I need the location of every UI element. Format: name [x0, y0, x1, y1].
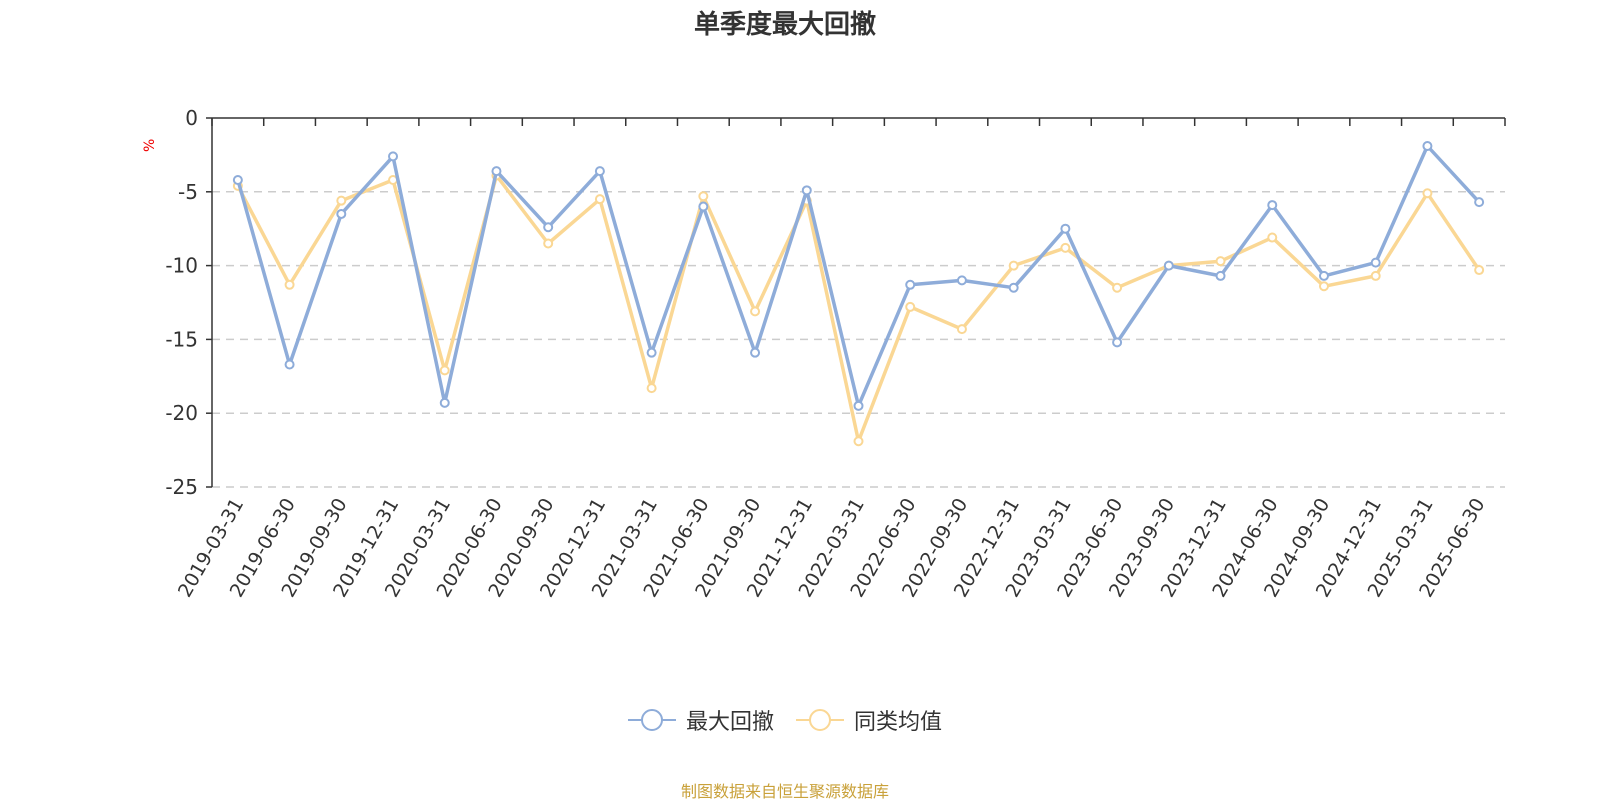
data-point-0 [388, 151, 399, 162]
data-point-1 [439, 365, 450, 376]
data-point-1 [905, 301, 916, 312]
data-point-0 [491, 166, 502, 177]
data-point-0 [1163, 260, 1174, 271]
data-point-0 [1267, 200, 1278, 211]
data-point-0 [1008, 282, 1019, 293]
data-point-0 [594, 166, 605, 177]
legend-item-peer-average[interactable]: 同类均值 [796, 704, 942, 736]
legend-line-circle-icon [627, 709, 676, 731]
legend-line-circle-icon [796, 709, 844, 731]
data-point-0 [698, 201, 709, 212]
grid-lines [212, 191, 1505, 488]
legend-label: 同类均值 [854, 710, 943, 735]
data-point-0 [1422, 141, 1433, 152]
data-point-0 [439, 397, 450, 408]
data-point-0 [1370, 257, 1381, 268]
data-point-0 [1474, 197, 1485, 208]
data-point-1 [1370, 270, 1381, 281]
data-point-1 [956, 324, 967, 335]
data-point-1 [284, 279, 295, 290]
data-point-0 [284, 359, 295, 370]
legend-label: 最大回撤 [685, 710, 774, 735]
legend-item-max-drawdown[interactable]: 最大回撤 [627, 704, 774, 736]
y-tick-label: 0 [185, 106, 198, 130]
y-tick-label: -20 [165, 401, 198, 425]
data-point-0 [543, 222, 554, 233]
data-point-1 [1474, 265, 1485, 276]
data-point-0 [232, 174, 243, 185]
data-point-0 [646, 347, 657, 358]
data-point-1 [1112, 282, 1123, 293]
data-point-0 [1112, 337, 1123, 348]
data-point-0 [853, 400, 864, 411]
series-line-0 [236, 144, 1481, 408]
data-point-1 [1008, 260, 1019, 271]
series-layer [232, 141, 1485, 447]
axes [206, 117, 1506, 488]
y-tick-label: -25 [165, 475, 198, 499]
data-source-note: 制图数据来自恒生聚源数据库 [680, 782, 889, 801]
data-point-1 [1060, 242, 1071, 253]
data-point-1 [543, 238, 554, 249]
data-point-0 [801, 185, 812, 196]
data-point-1 [1267, 232, 1278, 243]
data-point-0 [336, 208, 347, 219]
data-point-0 [1318, 270, 1329, 281]
y-tick-label: -5 [178, 180, 198, 204]
x-tick-labels: 2019-03-312019-06-302019-09-302019-12-31… [174, 494, 1490, 601]
data-point-1 [1318, 281, 1329, 292]
data-point-1 [853, 436, 864, 447]
y-tick-label: -15 [165, 327, 198, 351]
data-point-1 [1215, 256, 1226, 267]
data-point-1 [336, 195, 347, 206]
data-point-0 [1215, 270, 1226, 281]
line-chart: 0 -5 -10 -15 -20 -25 2019-03-312019-06-302019… [165, 106, 1506, 601]
data-point-0 [956, 275, 967, 286]
y-tick-labels: 0 -5 -10 -15 -20 -25 [165, 106, 198, 499]
y-tick-label: -10 [165, 254, 198, 278]
legend: 最大回撤 同类均值 [0, 704, 1570, 736]
data-point-1 [646, 383, 657, 394]
chart-title: 单季度最大回撤 [693, 10, 876, 40]
data-point-0 [1060, 223, 1071, 234]
data-point-0 [750, 347, 761, 358]
data-point-1 [594, 194, 605, 205]
data-point-1 [698, 191, 709, 202]
data-point-1 [750, 306, 761, 317]
data-point-1 [1422, 188, 1433, 199]
data-point-0 [905, 279, 916, 290]
